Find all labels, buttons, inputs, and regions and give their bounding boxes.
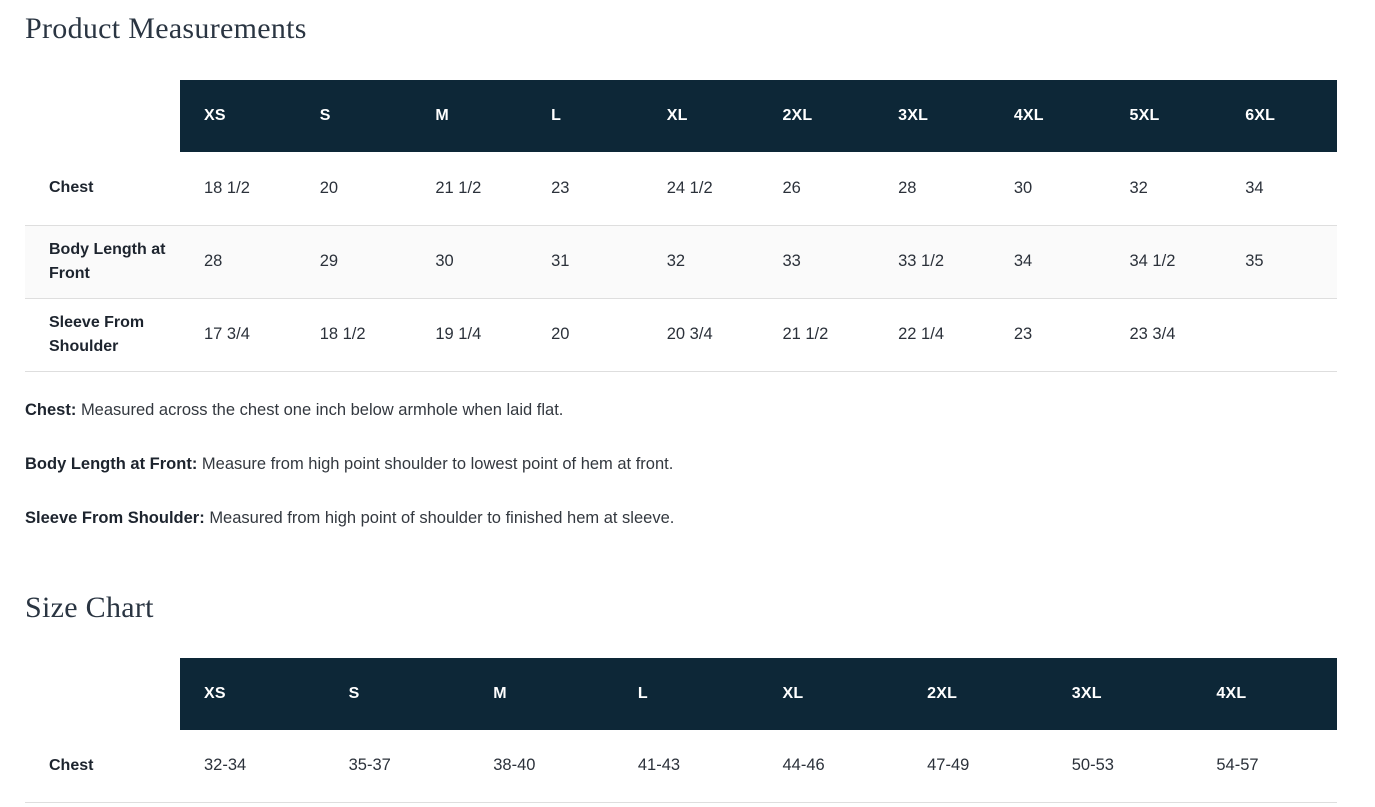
- size-column-header: 3XL: [1047, 657, 1193, 730]
- measurement-cell: 33: [782, 252, 801, 270]
- size-column-header: L: [613, 657, 759, 730]
- measurement-cell: 21 1/2: [782, 325, 829, 343]
- measurement-cell: 34: [1013, 252, 1033, 270]
- size-column-header: M: [411, 80, 528, 152]
- measurement-cell: 20 3/4: [666, 325, 713, 343]
- table-corner-cell: [25, 658, 180, 730]
- measurement-cell: 18 1/2: [319, 325, 366, 343]
- measurement-cell: 30: [435, 252, 454, 270]
- measurement-cell: 23 3/4: [1129, 325, 1176, 343]
- size-column-header: M: [469, 657, 614, 730]
- table-row: Chest 32-34 35-37 38-40 41-43 44-46 47-49 50-53…: [25, 730, 1337, 803]
- measurement-cell: 47-49: [927, 756, 970, 775]
- size-column-header: XL: [642, 80, 759, 152]
- size-column-header: 2XL: [903, 657, 1048, 730]
- measurement-cell: 19 1/4: [435, 325, 482, 343]
- row-label: Chest: [49, 179, 94, 197]
- measurement-cell: 21 1/2: [435, 178, 482, 197]
- size-column-header: 5XL: [1105, 80, 1222, 152]
- size-column-header: XS: [180, 657, 325, 730]
- measurement-cell: 38-40: [493, 756, 536, 775]
- note-sleeve: Sleeve From Shoulder: Measured from high…: [25, 507, 1375, 529]
- note-chest: Chest: Measured across the chest one inc…: [25, 399, 1375, 421]
- measurement-cell: 31: [551, 252, 570, 270]
- measurement-cell: 29: [319, 252, 339, 270]
- measurement-cell: 28: [898, 178, 917, 197]
- measurement-cell: 33 1/2: [898, 252, 944, 270]
- table-row: Body Length at Front 28 29 30 31 32 33 33 1/2 34…: [25, 225, 1337, 298]
- measurement-cell: 35: [1245, 252, 1264, 270]
- measurement-cell: 20: [551, 325, 570, 343]
- measurement-cell: 32-34: [204, 756, 247, 775]
- measurement-cell: 22 1/4: [898, 325, 944, 343]
- measurement-cell: 30: [1013, 178, 1033, 197]
- table-corner-cell: [25, 80, 180, 152]
- size-column-header: 4XL: [989, 80, 1106, 152]
- measurement-cell: 18 1/2: [204, 178, 250, 197]
- measurement-cell: 17 3/4: [204, 325, 250, 343]
- measurement-cell: 23: [551, 178, 570, 197]
- measurement-cell: 24 1/2: [666, 178, 713, 197]
- size-column-header: S: [295, 80, 412, 152]
- measurement-cell: 50-53: [1071, 756, 1114, 775]
- row-label: Sleeve From Shoulder: [49, 313, 145, 355]
- size-column-header: 3XL: [874, 80, 990, 152]
- measurement-cell: 23: [1013, 325, 1033, 343]
- note-sleeve-label: Sleeve From Shoulder:: [25, 508, 205, 527]
- measurement-cell: 20: [319, 178, 339, 197]
- measurement-cell: 44-46: [782, 756, 825, 775]
- note-chest-text: Measured across the chest one inch below…: [80, 400, 564, 419]
- measurement-cell: [1221, 298, 1337, 371]
- product-measurements-title: Product Measurements: [25, 12, 307, 45]
- size-column-header: S: [324, 657, 470, 730]
- measurement-cell: 41-43: [637, 756, 681, 775]
- note-body-length-text: Measure from high point shoulder to lowe…: [201, 454, 674, 473]
- note-chest-label: Chest:: [25, 400, 77, 419]
- note-body-length: Body Length at Front: Measure from high …: [25, 453, 1375, 475]
- table-row: Sleeve From Shoulder 17 3/4 18 1/2 19 1/4 20…: [25, 298, 1337, 371]
- measurement-cell: 32: [1129, 178, 1148, 197]
- product-measurements-table: XS S M L XL 2XL 3XL 4XL 5XL 6XL Chest 18 1/2 20 21 1/…: [25, 80, 1337, 372]
- measurement-notes: Chest: Measured across the chest one inc…: [25, 399, 1375, 529]
- measurement-cell: 54-57: [1216, 756, 1259, 775]
- measurement-cell: 35-37: [348, 756, 391, 775]
- measurement-cell: 32: [666, 252, 686, 270]
- table-header-row: XS S M L XL 2XL 3XL 4XL 5XL 6XL: [25, 80, 1337, 152]
- note-sleeve-text: Measured from high point of shoulder to …: [209, 508, 675, 527]
- size-column-header: 2XL: [758, 80, 875, 152]
- size-column-header: XS: [180, 80, 296, 152]
- size-column-header: 6XL: [1221, 80, 1337, 152]
- size-column-header: 4XL: [1192, 657, 1337, 730]
- measurement-cell: 28: [204, 252, 223, 270]
- measurement-cell: 34 1/2: [1129, 252, 1176, 270]
- size-chart-table: XS S M L XL 2XL 3XL 4XL Chest 32-34 35-37 38-40 41-4…: [25, 657, 1337, 804]
- measurement-cell: 26: [782, 178, 801, 197]
- note-body-length-label: Body Length at Front:: [25, 454, 198, 473]
- size-column-header: XL: [758, 657, 904, 730]
- row-label: Body Length at Front: [49, 240, 166, 282]
- measurement-cell: 34: [1245, 178, 1264, 197]
- size-column-header: L: [527, 80, 643, 152]
- row-label: Chest: [49, 756, 94, 774]
- table-row: Chest 18 1/2 20 21 1/2 23 24 1/2 26 28 30 32 34: [25, 152, 1337, 225]
- size-chart-title: Size Chart: [25, 590, 154, 624]
- table-header-row: XS S M L XL 2XL 3XL 4XL: [25, 657, 1337, 730]
